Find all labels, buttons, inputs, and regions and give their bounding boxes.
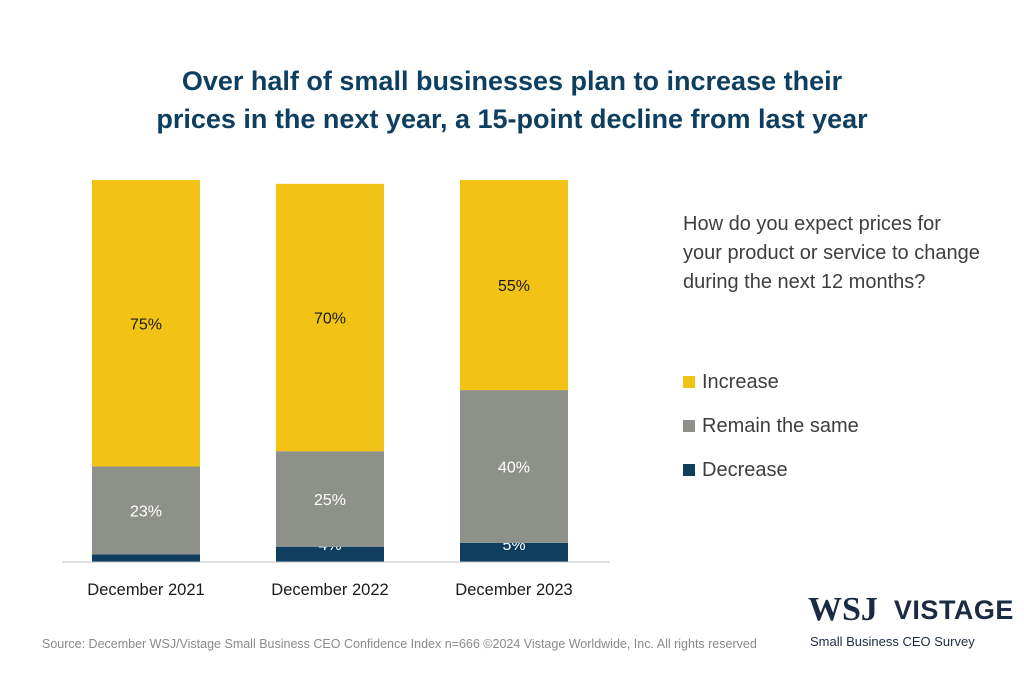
legend-swatch-remain xyxy=(683,420,695,432)
source-note: Source: December WSJ/Vistage Small Busin… xyxy=(42,637,757,651)
bar-remain-2 xyxy=(276,451,384,547)
chart-title-line-2: prices in the next year, a 15-point decl… xyxy=(156,104,868,134)
x-tick-label-3: December 2023 xyxy=(455,581,572,599)
logo-wsj: WSJ xyxy=(808,591,878,628)
data-label-increase-3: 55% xyxy=(498,278,530,295)
legend-swatch-decrease xyxy=(683,464,695,476)
legend-item-remain: Remain the same xyxy=(683,404,859,448)
chart-title: Over half of small businesses plan to in… xyxy=(0,62,1024,138)
survey-question: How do you expect prices for your produc… xyxy=(683,213,980,293)
bar-decrease-1 xyxy=(92,554,200,562)
bar-decrease-2 xyxy=(276,546,384,562)
logo-subtitle: Small Business CEO Survey xyxy=(810,634,975,649)
data-label-increase-1: 75% xyxy=(130,316,162,333)
bar-remain-1 xyxy=(92,466,200,555)
data-label-increase-2: 70% xyxy=(314,311,346,328)
bar-increase-2 xyxy=(276,183,384,452)
legend-label-increase: Increase xyxy=(702,370,779,393)
legend-label-decrease: Decrease xyxy=(702,458,788,481)
x-tick-label-2: December 2022 xyxy=(271,581,388,599)
logo-vistage: VISTAGE xyxy=(893,594,1014,625)
data-label-remain-2: 25% xyxy=(314,492,346,509)
data-label-remain-3: 40% xyxy=(498,460,530,477)
legend-swatch-increase xyxy=(683,376,695,388)
bar-increase-1 xyxy=(92,180,200,467)
wsj-vistage-logo: WSJ VISTAGE Small Business CEO Survey xyxy=(808,588,1013,649)
legend-label-remain: Remain the same xyxy=(702,414,859,437)
bar-remain-3 xyxy=(460,390,568,543)
chart-title-line-1: Over half of small businesses plan to in… xyxy=(181,66,843,96)
legend-item-decrease: Decrease xyxy=(683,448,859,492)
legend: Increase Remain the same Decrease xyxy=(683,360,859,492)
data-label-remain-1: 23% xyxy=(130,503,162,520)
bar-decrease-3 xyxy=(460,542,568,562)
legend-item-increase: Increase xyxy=(683,360,859,404)
bar-increase-3 xyxy=(460,180,568,391)
x-tick-label-1: December 2021 xyxy=(87,581,204,599)
